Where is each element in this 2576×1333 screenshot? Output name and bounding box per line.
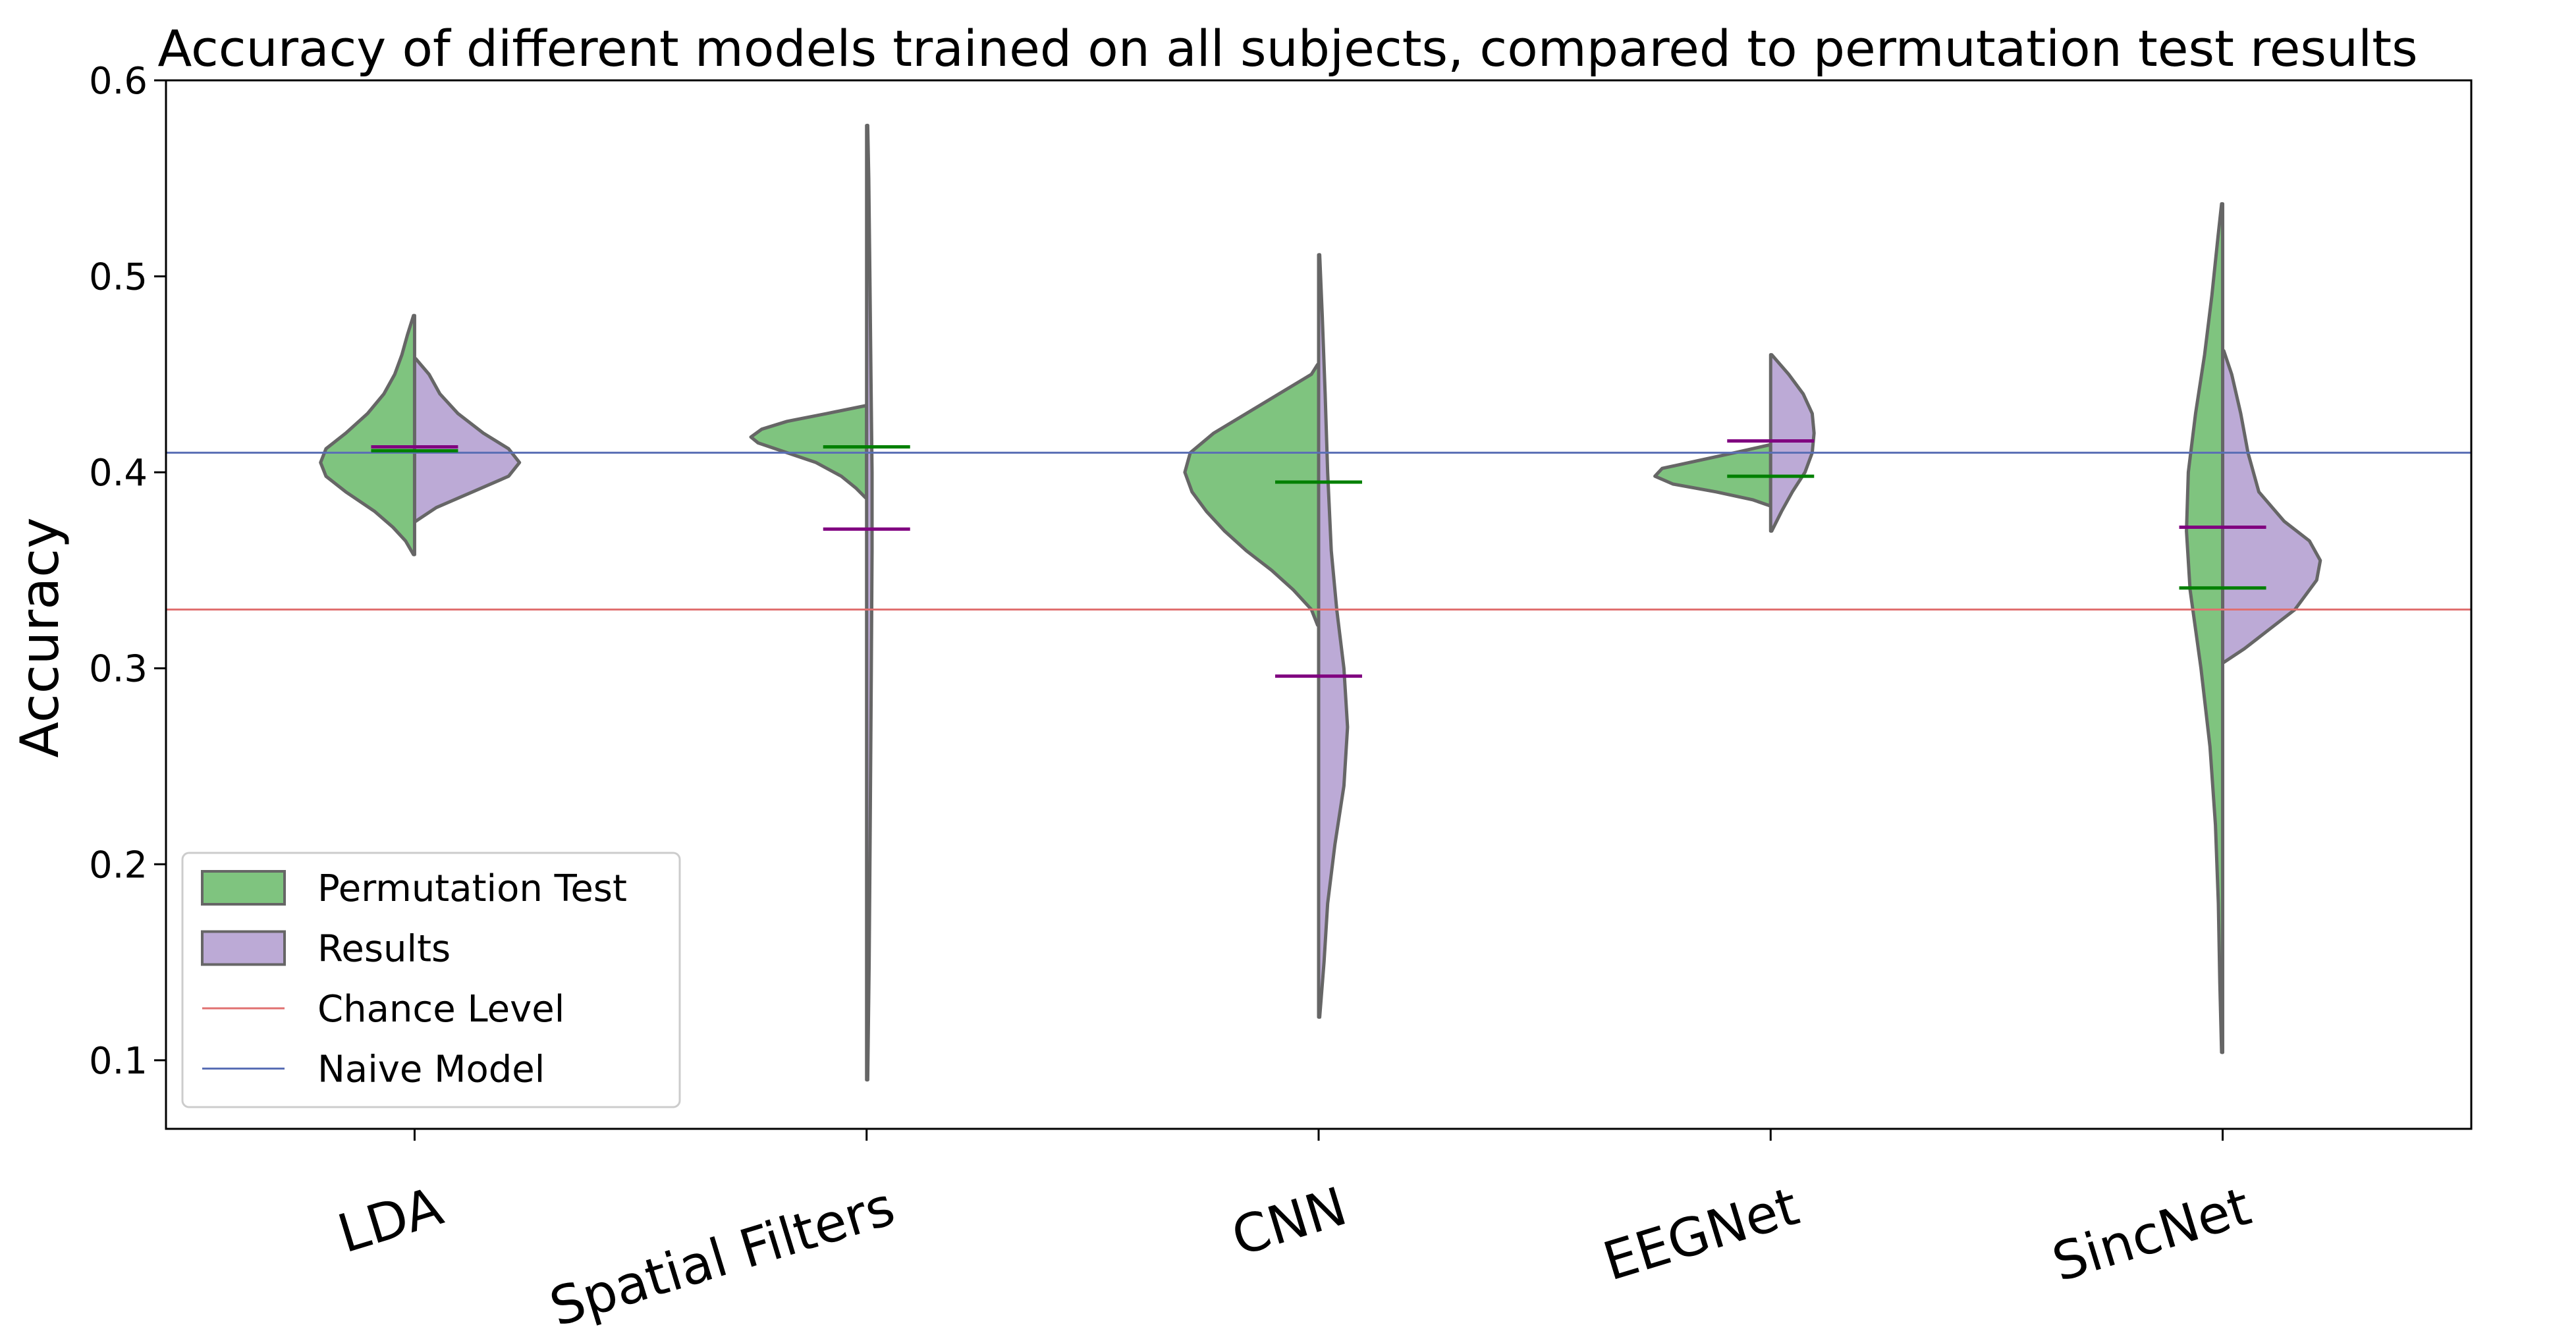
legend-frame — [181, 852, 681, 1108]
violin-results-1 — [865, 123, 874, 1082]
y-tick-label: 0.4 — [89, 452, 148, 495]
y-tick-label: 0.1 — [89, 1040, 148, 1083]
legend-label: Naive Model — [317, 1048, 545, 1091]
violin-results-4 — [2221, 349, 2322, 665]
x-tick-label: SincNet — [2046, 1176, 2258, 1293]
x-tick-label: LDA — [331, 1176, 450, 1265]
reference-lines — [166, 451, 2471, 611]
x-tick-label: EEGNet — [1597, 1176, 1805, 1293]
legend-label: Chance Level — [317, 988, 564, 1031]
chart-title: Accuracy of different models trained on … — [157, 19, 2417, 78]
y-axis-label: Accuracy — [9, 517, 70, 757]
x-axis: LDA Spatial Filters CNN EEGNet SincNet — [331, 1129, 2258, 1333]
violin-layer — [319, 123, 2322, 1082]
x-tick-label: Spatial Filters — [543, 1176, 901, 1333]
legend-swatch-results — [201, 930, 286, 966]
legend-swatch-permutation — [201, 870, 286, 906]
legend-label: Permutation Test — [317, 867, 627, 910]
violin-results-3 — [1768, 353, 1816, 533]
violin-results-2 — [1317, 253, 1350, 1019]
y-tick-label: 0.3 — [89, 648, 148, 691]
legend-label: Results — [317, 928, 451, 971]
x-tick-label: CNN — [1225, 1176, 1354, 1268]
violin-permutation-4 — [2185, 202, 2225, 1054]
y-tick-label: 0.5 — [89, 256, 148, 299]
violin-permutation-0 — [319, 313, 416, 557]
violin-permutation-2 — [1183, 362, 1321, 627]
mean-markers — [371, 439, 2266, 678]
y-tick-label: 0.2 — [89, 844, 148, 886]
violin-results-0 — [412, 357, 522, 524]
y-axis: 0.1 0.2 0.3 0.4 0.5 0.6 — [89, 60, 166, 1083]
legend: Permutation Test Results Chance Level Naive… — [181, 852, 681, 1108]
y-tick-label: 0.6 — [89, 60, 148, 103]
